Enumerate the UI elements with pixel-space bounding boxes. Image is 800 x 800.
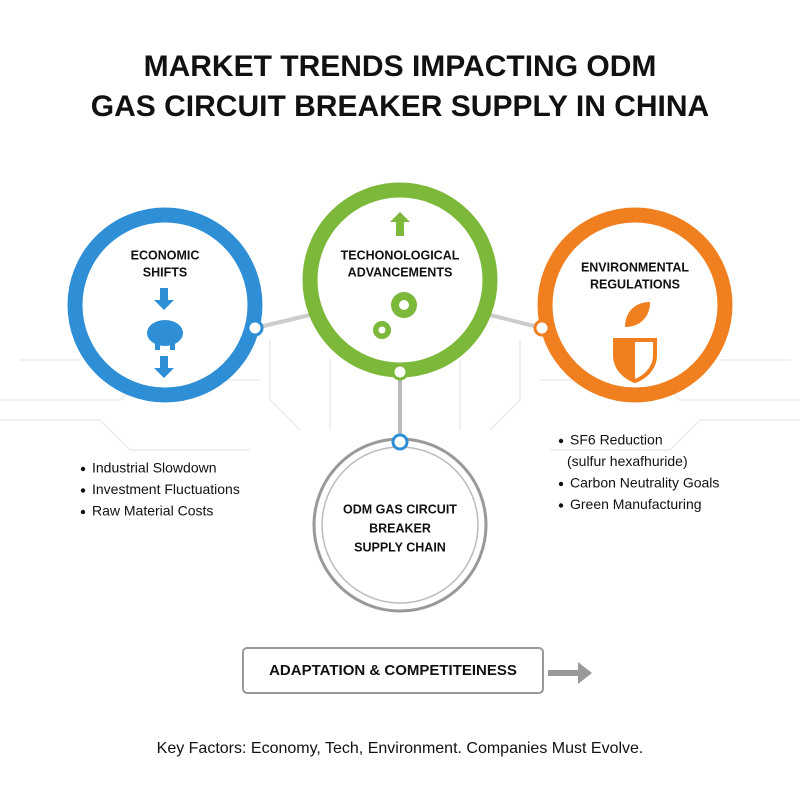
environment-circle xyxy=(537,207,733,403)
bullet-text: Investment Fluctuations xyxy=(92,481,240,497)
bullet-text: Raw Material Costs xyxy=(92,503,213,519)
node-label: SUPPLY CHAIN xyxy=(354,540,446,554)
bullet-text: SF6 Reduction xyxy=(570,432,663,448)
node-label: REGULATIONS xyxy=(590,277,680,291)
node-label: ENVIRONMENTAL xyxy=(581,260,689,274)
environment-icon xyxy=(613,302,657,384)
bullet-dot xyxy=(80,466,86,472)
footer: Key Factors: Economy, Tech, Environment.… xyxy=(157,740,644,757)
node-label: BREAKER xyxy=(369,521,431,535)
connector xyxy=(489,313,543,330)
node-dot xyxy=(391,363,409,381)
node-label: SHIFTS xyxy=(143,265,187,279)
result-box xyxy=(242,647,544,694)
economic-icon xyxy=(147,288,183,378)
node-dot xyxy=(246,319,264,337)
bullet-dot xyxy=(558,503,564,508)
node-label: ODM GAS CIRCUIT xyxy=(343,502,457,516)
node-label: ECONOMIC xyxy=(131,248,200,262)
node-dot xyxy=(533,319,551,337)
bullet-text: Industrial Slowdown xyxy=(92,460,217,476)
tech-icon xyxy=(373,212,417,339)
bullet-text: Carbon Neutrality Goals xyxy=(570,475,719,491)
title: GAS CIRCUIT BREAKER SUPPLY IN CHINA xyxy=(91,90,709,123)
connector xyxy=(254,313,311,330)
bullet-dot xyxy=(558,481,564,487)
bullet-lists: Industrial Slowdown Investment Fluctuatio… xyxy=(80,432,719,519)
result-arrow xyxy=(548,662,592,684)
node-label: TECHONOLOGICAL xyxy=(341,248,460,262)
bullet-text: (sulfur hexafhuride) xyxy=(567,453,688,469)
bullet-dot xyxy=(80,488,86,493)
node-label: ADVANCEMENTS xyxy=(348,265,453,279)
bullet-dot xyxy=(80,509,86,515)
bullet-text: Green Manufacturing xyxy=(570,496,702,512)
bullet-dot xyxy=(558,438,564,444)
title: MARKET TRENDS IMPACTING ODM xyxy=(144,50,657,83)
result-label: ADAPTATION & COMPETITEINESS xyxy=(269,662,517,679)
node-dot xyxy=(391,433,409,451)
